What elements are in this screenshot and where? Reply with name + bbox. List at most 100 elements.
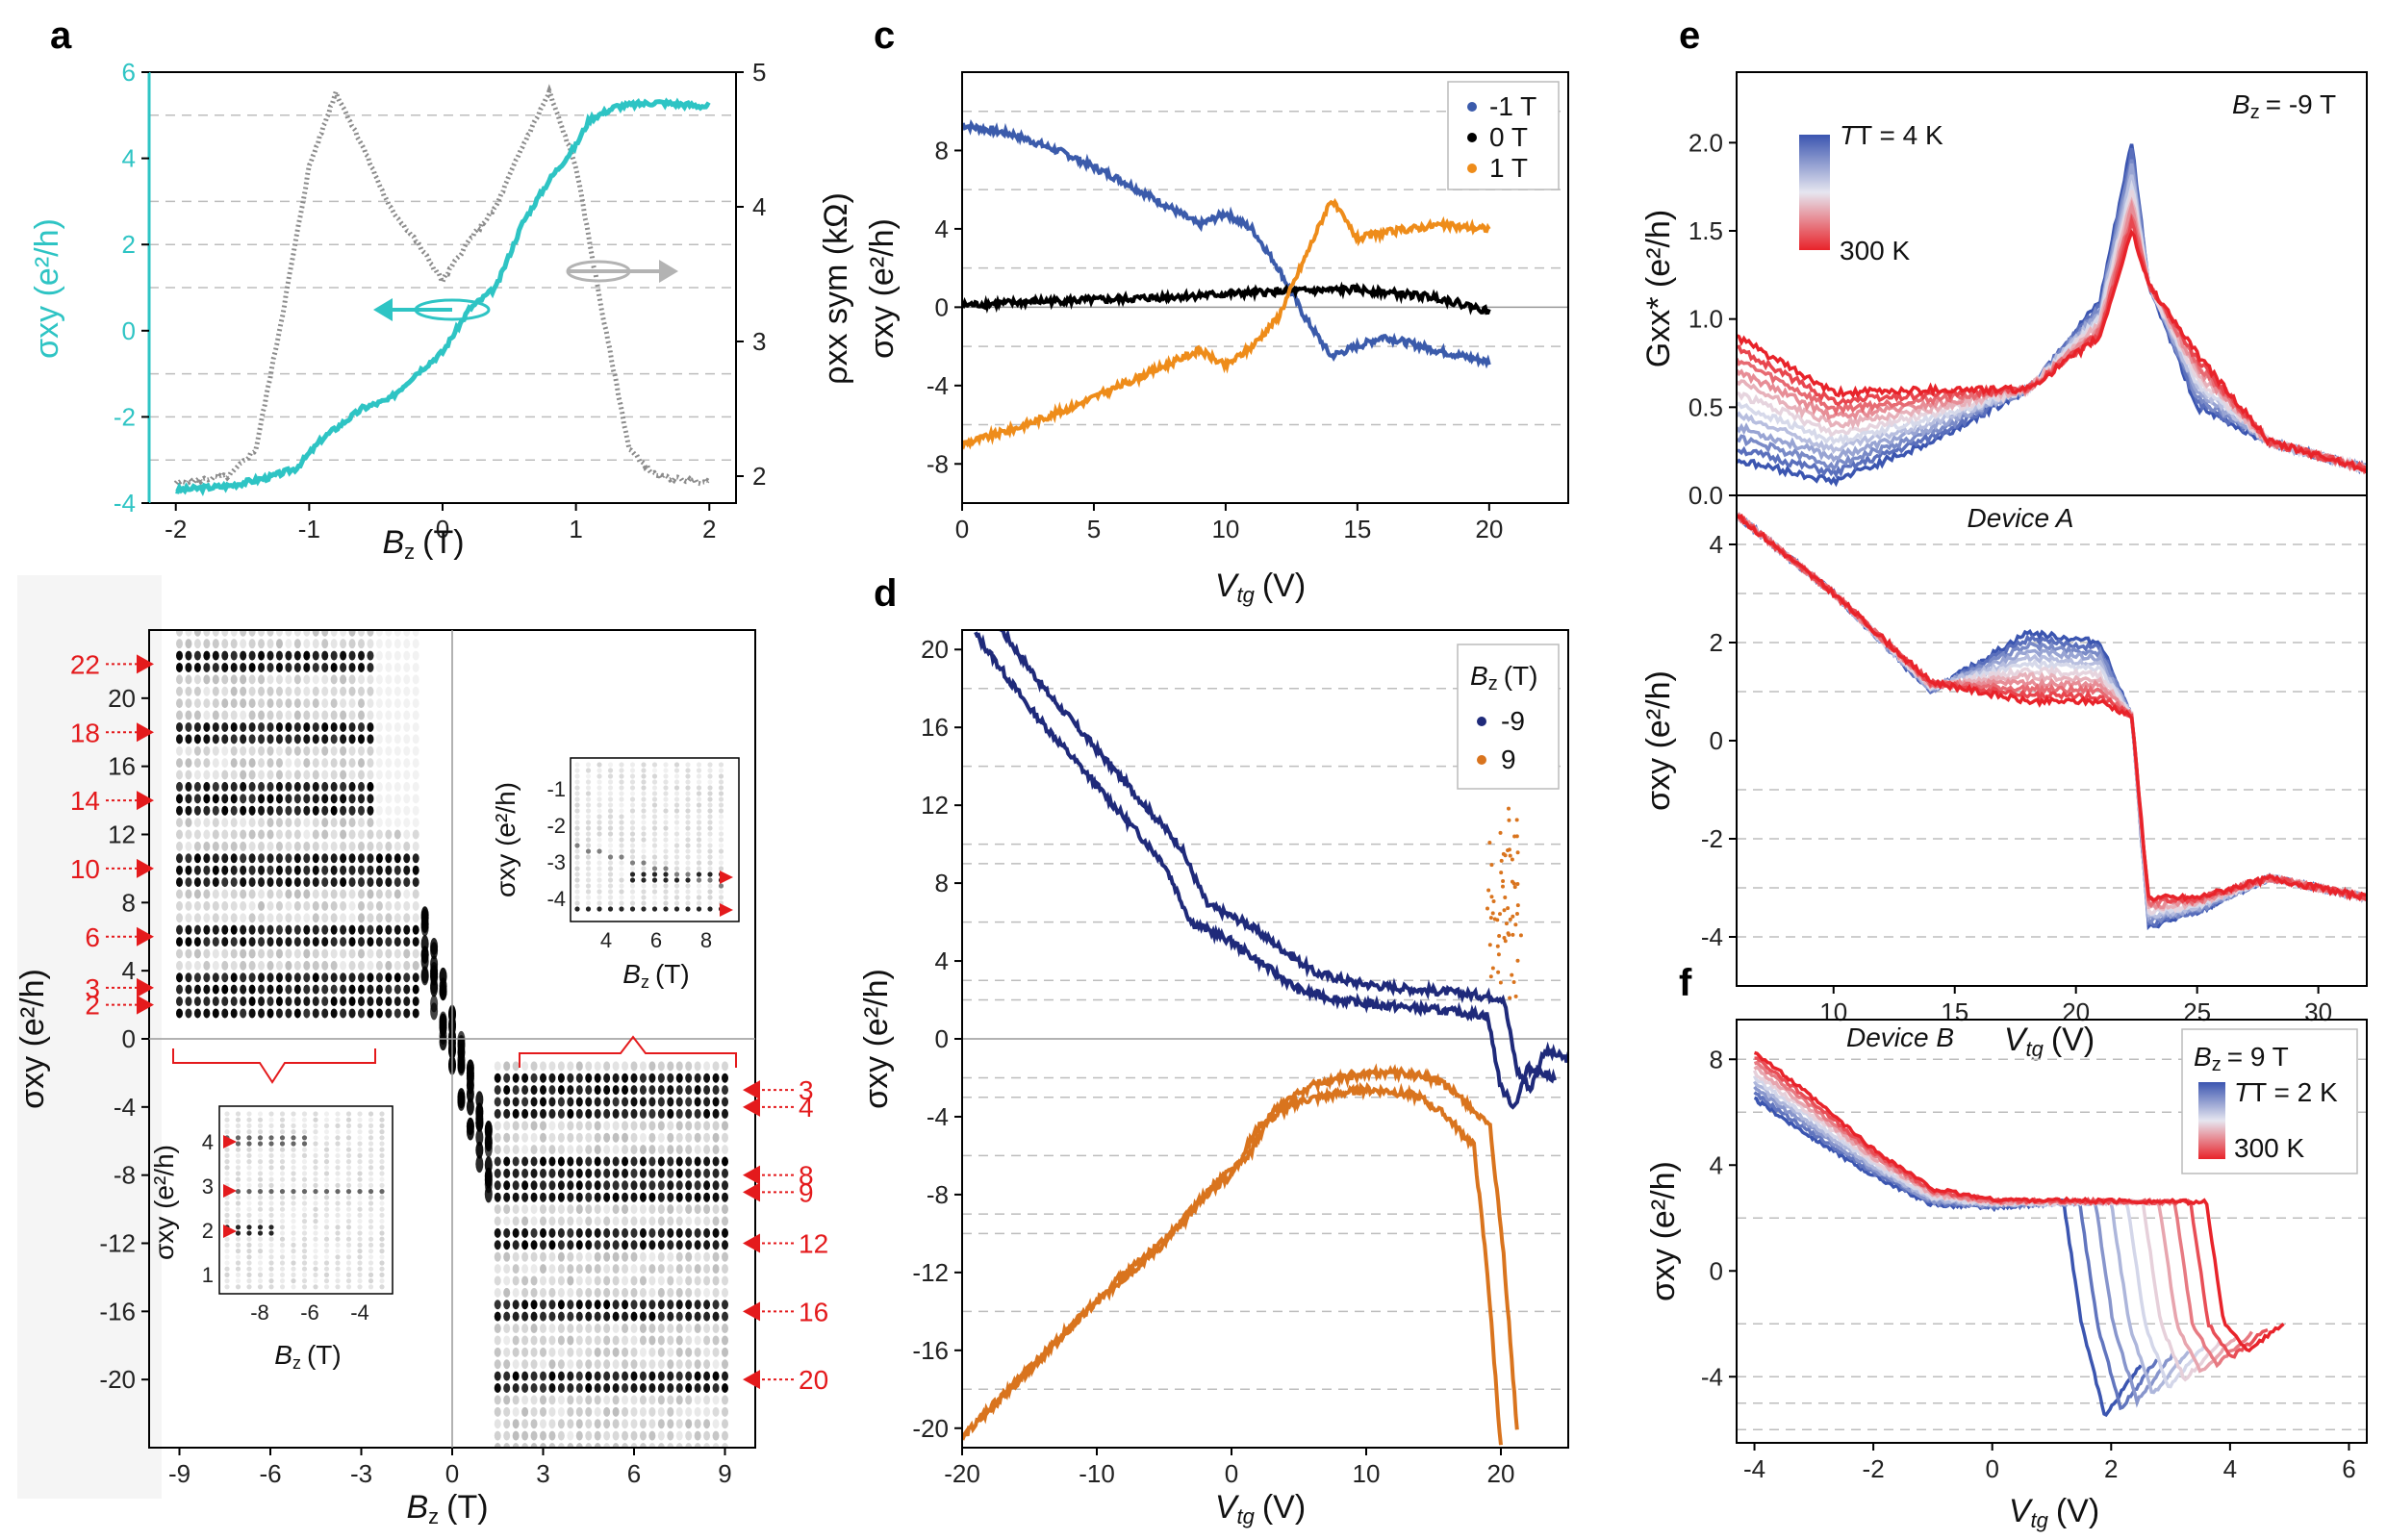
heat-dot	[512, 1121, 520, 1131]
inset-dot	[279, 1147, 286, 1152]
series-line	[1737, 516, 2367, 931]
inset-dot	[574, 848, 580, 854]
heat-dot	[367, 913, 374, 923]
y-tick-label: -8	[927, 449, 949, 478]
heat-dot	[285, 865, 292, 875]
heat-dot	[712, 1251, 720, 1262]
inset-dot	[597, 791, 602, 796]
inset-dot	[323, 1272, 330, 1277]
inset-dot	[235, 1242, 241, 1248]
heat-dot	[240, 794, 247, 804]
heat-dot	[212, 818, 219, 828]
heat-dot	[630, 1192, 638, 1202]
inset-dot	[607, 796, 614, 802]
heat-dot	[712, 1395, 720, 1405]
inset-dot	[619, 871, 624, 877]
scatter-point	[1515, 958, 1520, 963]
x-tick-label: 0	[1225, 1459, 1238, 1488]
inset-dot	[379, 1152, 385, 1158]
inset-dot	[673, 820, 680, 825]
heat-dot	[675, 1311, 683, 1322]
heat-dot	[312, 662, 319, 672]
heat-dot	[530, 1168, 538, 1178]
heat-dot	[221, 984, 229, 995]
inset-dot	[357, 1212, 363, 1218]
heat-dot	[722, 1073, 728, 1083]
heat-dot	[530, 1371, 538, 1381]
heat-dot	[176, 662, 183, 672]
inset-dot	[607, 802, 614, 808]
heat-dot	[248, 900, 256, 911]
inset-dot	[641, 779, 647, 785]
heat-dot	[293, 698, 301, 709]
heat-dot	[548, 1383, 556, 1394]
heat-dot	[603, 1335, 611, 1346]
inset-dot	[335, 1147, 341, 1152]
inset-left-xlabel: Bz (T)	[274, 1340, 341, 1373]
panel-b-ylabel: σxy (e²/h)	[14, 969, 51, 1109]
heat-dot	[622, 1073, 629, 1083]
heat-dot	[639, 1264, 647, 1275]
scatter-point	[1497, 912, 1502, 917]
heat-dot	[340, 829, 347, 840]
heat-dot	[503, 1073, 511, 1083]
heat-dot	[548, 1227, 556, 1238]
heat-dot	[585, 1073, 593, 1083]
panel-c-ylabel: σxy (e²/h)	[864, 218, 901, 359]
heat-dot	[530, 1180, 538, 1191]
inset-dot	[246, 1141, 252, 1147]
heat-dot	[275, 662, 283, 672]
heat-dot	[612, 1300, 620, 1310]
heat-dot	[521, 1359, 529, 1370]
heat-dot	[267, 758, 274, 769]
inset-dot	[368, 1117, 374, 1123]
heat-dot	[367, 829, 374, 840]
inset-dot	[585, 820, 592, 825]
heat-dot	[548, 1287, 556, 1298]
heat-dot	[622, 1227, 629, 1238]
inset-dot	[696, 785, 702, 791]
heat-dot	[367, 698, 374, 709]
heat-dot	[240, 630, 247, 637]
inset-dot	[585, 779, 592, 785]
heat-dot	[230, 639, 238, 649]
inset-dot	[335, 1230, 341, 1236]
plateau-arrow-icon	[743, 1097, 760, 1117]
heat-dot	[248, 674, 256, 685]
inset-dot	[345, 1224, 352, 1230]
inset-dot	[301, 1278, 308, 1284]
heat-dot	[293, 686, 301, 696]
scatter-point	[1507, 932, 1511, 937]
series-line	[978, 1063, 1519, 1430]
heat-dot	[657, 1383, 665, 1394]
heat-dot	[667, 1406, 674, 1417]
inset-dot	[313, 1135, 318, 1141]
plateau-arrow-icon	[137, 654, 154, 674]
inset-dot	[629, 762, 636, 768]
heat-dot	[648, 1264, 656, 1275]
heat-dot	[622, 1168, 629, 1178]
inset-dot	[718, 768, 724, 773]
heat-dot	[630, 1347, 638, 1357]
heat-dot	[685, 1395, 693, 1405]
inset-dot	[323, 1242, 330, 1248]
heat-dot	[585, 1347, 593, 1357]
heat-dot	[548, 1180, 556, 1191]
inset-dot	[313, 1242, 318, 1248]
heat-dot	[412, 630, 419, 637]
heat-dot	[285, 686, 292, 696]
heat-dot	[657, 1085, 665, 1096]
heat-dot	[275, 805, 283, 816]
heat-dot	[521, 1395, 529, 1405]
heat-dot	[403, 758, 411, 769]
heat-dot	[312, 900, 319, 911]
inset-dot	[313, 1129, 318, 1135]
heat-dot	[385, 630, 393, 637]
heat-dot	[603, 1097, 611, 1107]
inset-dot	[313, 1254, 318, 1260]
inset-dot	[663, 854, 669, 860]
heat-dot	[258, 674, 266, 685]
heat-dot	[267, 639, 274, 649]
heat-dot	[258, 984, 266, 995]
heat-dot	[603, 1347, 611, 1357]
